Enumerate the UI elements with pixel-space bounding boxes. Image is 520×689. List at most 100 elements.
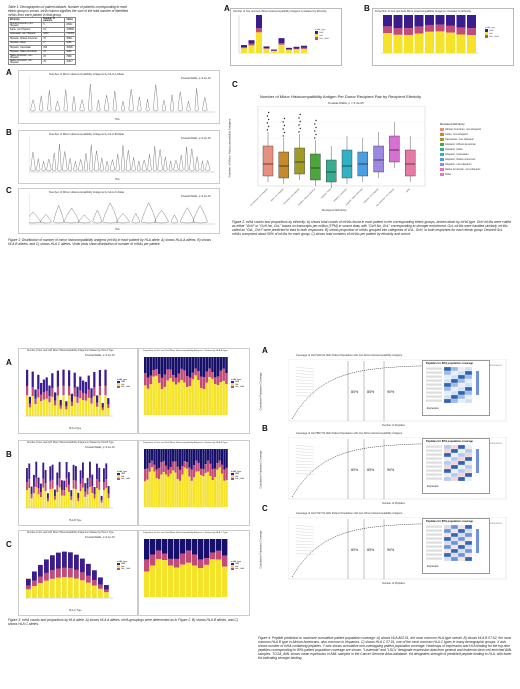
legend-item: GvL_GvH bbox=[117, 385, 130, 389]
bar-segment bbox=[40, 382, 43, 395]
legend-item: Asian, non-Hispanic bbox=[440, 132, 481, 137]
bar-segment bbox=[160, 462, 163, 475]
violin-shape bbox=[63, 89, 68, 112]
violin-shape bbox=[157, 149, 163, 172]
bar-segment bbox=[84, 393, 88, 401]
peptide-label bbox=[426, 391, 442, 394]
fig1-panel-violins bbox=[29, 76, 215, 113]
bar-segment bbox=[221, 473, 224, 507]
bar-segment bbox=[188, 449, 191, 468]
bar-segment bbox=[225, 449, 228, 468]
heatmap-cell bbox=[450, 370, 459, 376]
bar-segment bbox=[191, 379, 195, 415]
legend-label: Asian, non-Hispanic bbox=[445, 133, 469, 136]
fig3-stacked-chart bbox=[25, 551, 113, 599]
heatmap-cell bbox=[443, 556, 452, 562]
violin-shape bbox=[77, 214, 91, 224]
fig2-panel-b-chart bbox=[381, 15, 479, 54]
bar-segment bbox=[107, 498, 110, 508]
legend-title: mHA_type bbox=[231, 471, 242, 473]
violin-shape bbox=[184, 146, 189, 172]
heatmap-cell bbox=[457, 468, 466, 474]
bar-segment bbox=[68, 491, 70, 508]
bar-segment bbox=[293, 49, 300, 53]
bar-segment bbox=[414, 26, 424, 34]
bar-segment bbox=[186, 376, 189, 388]
bar-segment bbox=[174, 472, 177, 507]
bar-segment bbox=[200, 449, 203, 469]
legend-label: GvH bbox=[235, 381, 240, 384]
fig1-panel-title: Number of Minor Histocompatibility Antig… bbox=[49, 190, 125, 194]
violin-shape bbox=[41, 161, 46, 172]
peptide-label-leader bbox=[295, 531, 315, 534]
heatmap-cell bbox=[450, 536, 459, 542]
bar-segment bbox=[98, 489, 101, 508]
peptide-label bbox=[426, 473, 442, 476]
bar-segment bbox=[28, 487, 31, 508]
bar-segment bbox=[48, 396, 51, 403]
bar-segment bbox=[216, 559, 222, 597]
fig1-panel-letter: B bbox=[6, 128, 12, 137]
legend-swatch bbox=[117, 475, 120, 478]
legend-swatch bbox=[440, 157, 444, 162]
heatmap-cell bbox=[450, 472, 459, 478]
bar-segment bbox=[192, 554, 198, 566]
violin-shape bbox=[46, 158, 52, 172]
bar-segment bbox=[181, 466, 184, 475]
bar-segment bbox=[96, 402, 99, 407]
box bbox=[310, 153, 321, 181]
heatmap-cell bbox=[457, 476, 466, 482]
coverage-curve bbox=[291, 442, 502, 498]
fig3-stat: Kruskal-Wallis, p<2.2e-16 bbox=[85, 354, 115, 357]
bar-segment bbox=[26, 578, 31, 586]
bar-segment bbox=[47, 498, 49, 502]
fig1-panel-letter: C bbox=[6, 186, 12, 195]
violin-shape bbox=[55, 100, 61, 112]
legend-swatch bbox=[117, 381, 120, 384]
violin-shape bbox=[92, 209, 103, 224]
legend-item-gvl: GvL bbox=[315, 34, 329, 37]
bar-segment bbox=[54, 392, 57, 401]
peptide-label-leader bbox=[295, 467, 315, 469]
bar-segment bbox=[38, 564, 43, 577]
bar-segment bbox=[80, 572, 85, 581]
bar-segment bbox=[28, 479, 31, 488]
fig3-left-title: Number of GvL and GvH Minor Histocompati… bbox=[27, 532, 114, 534]
fig3-right-legend: mHA_type GvH GvL GvL_GvH bbox=[231, 471, 245, 481]
peptide-label bbox=[426, 529, 442, 532]
bar-segment bbox=[180, 564, 186, 597]
bar-segment bbox=[174, 567, 180, 597]
bar-segment bbox=[101, 407, 104, 411]
bar-segment bbox=[158, 449, 161, 468]
bar-segment bbox=[446, 15, 455, 26]
heatmap-cell bbox=[443, 540, 452, 546]
heatmap-cell bbox=[457, 452, 466, 458]
violin-shape bbox=[179, 155, 184, 172]
table-cell: 20 bbox=[41, 59, 66, 65]
bar-segment bbox=[26, 369, 29, 386]
bar-segment bbox=[200, 475, 203, 507]
inset-heatmap bbox=[426, 367, 479, 404]
fig3-left-plot: Number of GvL and GvH Minor Histocompati… bbox=[18, 530, 138, 616]
bar-segment bbox=[163, 357, 167, 375]
bar-segment bbox=[165, 465, 168, 475]
violin-shape bbox=[192, 205, 208, 224]
legend-label: Native American, non-Hispanic bbox=[445, 168, 481, 171]
violin-shape bbox=[161, 100, 166, 112]
bar-segment bbox=[42, 392, 46, 400]
legend-title: mHA_type bbox=[117, 561, 128, 563]
legend-item: Hispanic, Asian bbox=[440, 147, 481, 152]
legend-swatch bbox=[440, 147, 444, 152]
legend-swatch bbox=[231, 475, 234, 478]
fig2-panel-c: Number of Minor Histocompatibility Antig… bbox=[227, 84, 515, 216]
legend-label: GvL_GvH bbox=[235, 477, 245, 480]
heatmap-cell bbox=[464, 468, 473, 474]
bar-segment bbox=[70, 496, 73, 500]
bar-segment bbox=[82, 478, 84, 488]
bar-segment bbox=[96, 479, 98, 489]
violin-shape bbox=[53, 204, 65, 224]
heatmap-cell bbox=[464, 378, 473, 384]
heatmap-cell bbox=[443, 528, 452, 534]
heatmap-cell bbox=[450, 374, 459, 380]
bar-segment bbox=[87, 389, 90, 398]
